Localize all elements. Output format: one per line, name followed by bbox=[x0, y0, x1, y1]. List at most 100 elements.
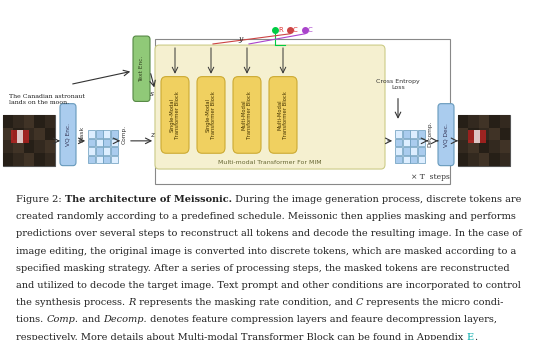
Bar bbox=[111, 139, 118, 147]
Bar bbox=[402, 147, 409, 155]
Text: Single-Modal
Transformer Block: Single-Modal Transformer Block bbox=[206, 91, 217, 139]
Text: image editing, the original image is converted into discrete tokens, which are m: image editing, the original image is con… bbox=[16, 246, 516, 255]
Bar bbox=[11, 130, 29, 143]
FancyBboxPatch shape bbox=[133, 36, 150, 101]
Bar bbox=[479, 153, 489, 166]
Bar bbox=[458, 115, 510, 166]
Bar bbox=[103, 155, 110, 164]
Bar bbox=[489, 140, 500, 153]
Bar bbox=[3, 115, 55, 166]
Bar bbox=[402, 155, 409, 164]
Text: C: C bbox=[293, 28, 298, 33]
Bar bbox=[410, 155, 417, 164]
FancyBboxPatch shape bbox=[161, 76, 189, 153]
Bar bbox=[479, 140, 489, 153]
Text: Multi-Modal
Transformer Block: Multi-Modal Transformer Block bbox=[278, 91, 288, 139]
Bar bbox=[458, 115, 468, 128]
Bar bbox=[88, 147, 95, 155]
Text: and utilized to decode the target image. Text prompt and other conditions are in: and utilized to decode the target image.… bbox=[16, 281, 521, 290]
Bar bbox=[111, 147, 118, 155]
Text: Multi-Modal
Transformer Block: Multi-Modal Transformer Block bbox=[241, 91, 252, 139]
Bar bbox=[96, 155, 103, 164]
Bar bbox=[468, 128, 479, 140]
Bar bbox=[489, 128, 500, 140]
Bar bbox=[417, 147, 424, 155]
Text: tions.: tions. bbox=[16, 315, 46, 324]
Text: Multi-modal Transformer For MIM: Multi-modal Transformer For MIM bbox=[218, 160, 322, 165]
Bar bbox=[489, 115, 500, 128]
Bar bbox=[458, 153, 468, 166]
Text: R: R bbox=[278, 28, 283, 33]
Bar bbox=[417, 155, 424, 164]
Bar bbox=[500, 115, 510, 128]
Bar bbox=[410, 130, 417, 138]
Text: respectively. More details about Multi-modal Transformer Block can be found in A: respectively. More details about Multi-m… bbox=[16, 333, 467, 340]
Bar bbox=[500, 128, 510, 140]
Bar bbox=[103, 130, 110, 138]
Bar bbox=[45, 140, 55, 153]
Bar bbox=[3, 128, 14, 140]
Bar bbox=[96, 130, 103, 138]
Text: Cross Entropy
Loss: Cross Entropy Loss bbox=[376, 79, 420, 90]
Bar bbox=[402, 139, 409, 147]
Bar bbox=[88, 130, 95, 138]
Bar bbox=[88, 139, 95, 147]
FancyBboxPatch shape bbox=[269, 76, 297, 153]
Bar bbox=[489, 153, 500, 166]
Bar bbox=[395, 147, 402, 155]
Bar bbox=[24, 153, 34, 166]
Bar bbox=[103, 139, 110, 147]
Bar bbox=[14, 128, 24, 140]
Bar bbox=[34, 153, 45, 166]
Bar bbox=[17, 130, 23, 143]
Bar bbox=[24, 140, 34, 153]
Bar bbox=[402, 130, 409, 138]
Bar bbox=[395, 155, 402, 164]
Text: .: . bbox=[474, 333, 477, 340]
Text: Text Enc.: Text Enc. bbox=[139, 56, 144, 82]
Bar bbox=[468, 153, 479, 166]
Bar bbox=[14, 153, 24, 166]
FancyBboxPatch shape bbox=[233, 76, 261, 153]
Bar bbox=[45, 153, 55, 166]
Bar bbox=[468, 130, 486, 143]
Text: Comp.: Comp. bbox=[46, 315, 79, 324]
Text: specified masking strategy. After a series of processing steps, the masked token: specified masking strategy. After a seri… bbox=[16, 264, 510, 273]
Bar bbox=[417, 139, 424, 147]
Text: E: E bbox=[467, 333, 474, 340]
Bar bbox=[96, 139, 103, 147]
FancyBboxPatch shape bbox=[155, 45, 385, 169]
Text: R: R bbox=[129, 298, 136, 307]
Text: The Canadian astronaut
lands on the moon.: The Canadian astronaut lands on the moon… bbox=[9, 94, 85, 105]
Text: denotes feature compression layers and feaure decompression layers,: denotes feature compression layers and f… bbox=[147, 315, 497, 324]
Bar bbox=[34, 128, 45, 140]
Bar bbox=[410, 139, 417, 147]
Bar bbox=[468, 115, 479, 128]
Bar bbox=[395, 139, 402, 147]
Bar bbox=[96, 147, 103, 155]
FancyBboxPatch shape bbox=[197, 76, 225, 153]
Bar bbox=[34, 140, 45, 153]
Bar bbox=[500, 140, 510, 153]
Text: C: C bbox=[356, 298, 363, 307]
Bar bbox=[103, 147, 110, 155]
Bar bbox=[34, 115, 45, 128]
Text: the synthesis process.: the synthesis process. bbox=[16, 298, 129, 307]
Bar bbox=[468, 140, 479, 153]
Text: Mask: Mask bbox=[79, 126, 84, 142]
Text: z: z bbox=[150, 131, 154, 139]
FancyBboxPatch shape bbox=[438, 104, 454, 166]
Bar bbox=[458, 128, 468, 140]
Bar bbox=[410, 147, 417, 155]
Text: represents the masking rate condition, and: represents the masking rate condition, a… bbox=[136, 298, 356, 307]
Text: VQ Dec.: VQ Dec. bbox=[443, 123, 449, 147]
Text: represents the micro condi-: represents the micro condi- bbox=[363, 298, 504, 307]
Bar bbox=[14, 140, 24, 153]
Bar bbox=[474, 130, 480, 143]
Bar bbox=[155, 39, 450, 184]
Text: VQ Enc.: VQ Enc. bbox=[65, 123, 71, 146]
Text: During the image generation process, discrete tokens are: During the image generation process, dis… bbox=[232, 195, 521, 204]
Bar bbox=[24, 128, 34, 140]
Bar bbox=[24, 115, 34, 128]
Bar bbox=[479, 115, 489, 128]
